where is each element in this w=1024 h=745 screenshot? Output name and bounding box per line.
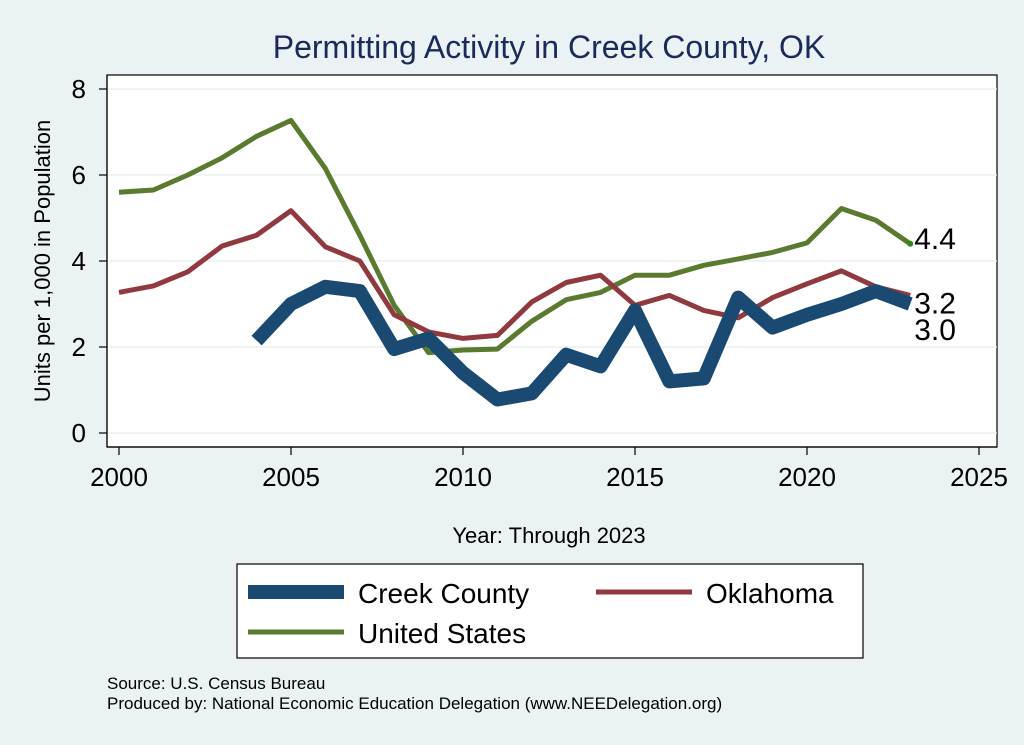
x-tick-label-2: 2010 <box>434 462 492 492</box>
legend-label-creek-county: Creek County <box>358 578 529 609</box>
y-tick-label-0: 0 <box>72 418 86 448</box>
x-tick-label-4: 2020 <box>778 462 836 492</box>
gridlines <box>107 88 997 434</box>
x-tick-label-0: 2000 <box>90 462 148 492</box>
y-tick-label-4: 8 <box>72 74 86 104</box>
x-tick-label-3: 2015 <box>606 462 664 492</box>
legend-label-oklahoma: Oklahoma <box>706 578 834 609</box>
legend-label-united-states: United States <box>358 618 526 649</box>
y-tick-label-1: 2 <box>72 332 86 362</box>
end-label-united-states: 4.4 <box>914 223 956 256</box>
axes: 0 2 4 6 8 2000 2005 2010 2015 2020 2025 <box>72 74 1008 492</box>
x-tick-label-5: 2025 <box>950 462 1008 492</box>
y-axis-title: Units per 1,000 in Population <box>30 120 55 403</box>
end-label-creek-county: 3.0 <box>914 314 956 347</box>
y-tick-label-3: 6 <box>72 160 86 190</box>
producer-note: Produced by: National Economic Education… <box>107 694 722 713</box>
x-tick-label-1: 2005 <box>262 462 320 492</box>
source-note: Source: U.S. Census Bureau <box>107 674 325 693</box>
end-labels: 3.03.2 4.4 <box>914 223 956 347</box>
legend: Creek County Oklahoma United States <box>248 578 834 649</box>
end-label-oklahoma: 3.2 <box>914 287 956 320</box>
legend-box <box>236 563 864 659</box>
series-endpoint-united-states <box>907 240 914 247</box>
series-line-united-states <box>118 117 912 356</box>
series-line-creek-county <box>251 279 913 407</box>
x-axis-title: Year: Through 2023 <box>452 523 645 548</box>
series-layer <box>118 117 914 407</box>
series-line-oklahoma <box>118 208 911 341</box>
y-tick-label-2: 4 <box>72 246 86 276</box>
chart-title: Permitting Activity in Creek County, OK <box>273 29 825 65</box>
